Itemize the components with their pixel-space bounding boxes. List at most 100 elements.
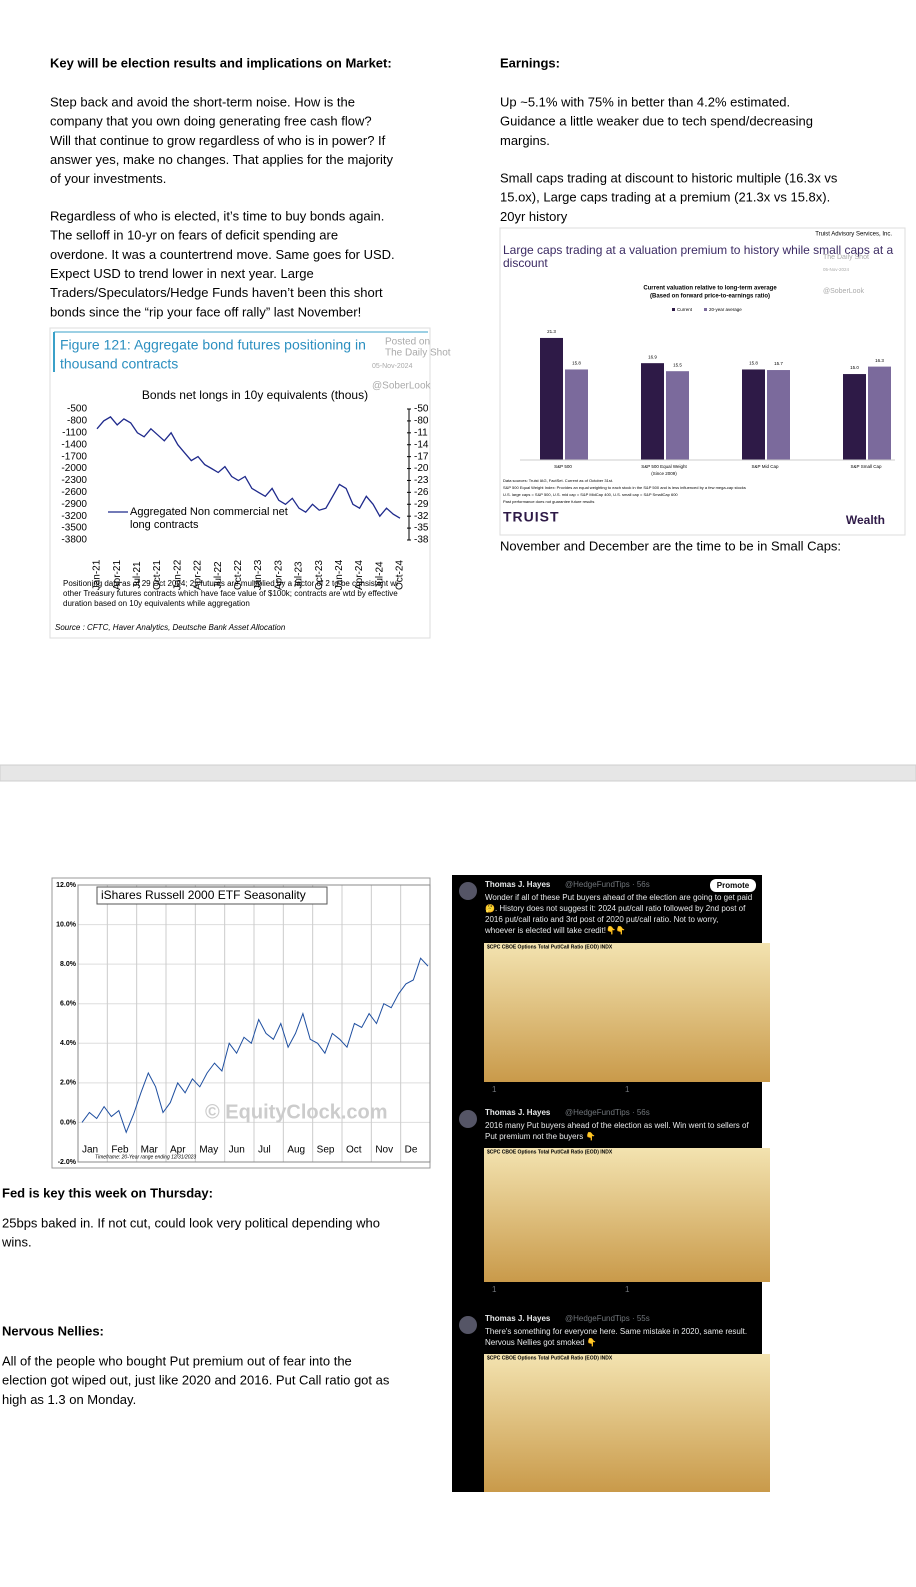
x-tick-label: S&P Small Cap [851, 464, 882, 469]
legend-label: Current [677, 307, 693, 312]
avatar [459, 1110, 477, 1128]
y-tick-label: -20 [414, 463, 429, 474]
data-label: 21.3 [547, 329, 556, 334]
paragraph-line: high as 1.3 on Monday. [2, 1392, 136, 1407]
chart-title: iShares Russell 2000 ETF Seasonality [101, 888, 306, 902]
paragraph-line: election got wiped out, just like 2020 a… [2, 1373, 390, 1388]
y-tick-label: -11 [414, 427, 428, 438]
x-tick-label: Oct-24 [395, 560, 406, 590]
note: duration based on 10y equivalents while … [63, 599, 250, 608]
x-tick-label: Oct-22 [233, 560, 244, 590]
paragraph-line: Step back and avoid the short-term noise… [50, 94, 355, 109]
y-tick-label: 6.0% [60, 1001, 77, 1008]
x-tick-label: Jun [229, 1145, 245, 1156]
timeframe: Timeframe: 20-Year range ending 12/31/20… [95, 1154, 196, 1160]
x-tick-label: Mar [141, 1145, 159, 1156]
heading: Nervous Nellies: [2, 1323, 104, 1338]
x-tick-label: Sep [317, 1145, 335, 1156]
source: Source : CFTC, Haver Analytics, Deutsche… [55, 623, 286, 632]
chart-header: $CPC CBOE Options Total Put/Call Ratio (… [487, 944, 613, 950]
x-tick-label: Feb [111, 1145, 129, 1156]
paragraph-line: Will that continue to grow regardless of… [50, 133, 386, 148]
y-tick-label: -17 [414, 451, 429, 462]
bar [767, 370, 790, 460]
legend-swatch [672, 308, 675, 311]
x-tick-label: Jul [258, 1145, 271, 1156]
x-tick-label: Jan-21 [92, 559, 103, 590]
caption: November and December are the time to be… [500, 538, 841, 553]
promote-button[interactable] [710, 879, 756, 892]
legend-label: long contracts [130, 519, 199, 531]
y-tick-label: -800 [67, 416, 87, 427]
paragraph-line: 25bps baked in. If not cut, could look v… [2, 1215, 380, 1230]
paragraph-line: Up ~5.1% with 75% in better than 4.2% es… [500, 94, 790, 109]
y-tick-label: -2300 [61, 475, 87, 486]
watermark: 05-Nov-2024 [372, 363, 413, 370]
line [81, 957, 429, 1134]
seasonality-frame [51, 877, 431, 1169]
x-tick-label: Jul-23 [294, 561, 305, 589]
x-tick-label: Jan-24 [334, 559, 345, 590]
heading: Earnings: [500, 55, 560, 70]
y-tick-label: -1700 [61, 451, 87, 462]
paragraph-line: wins. [1, 1235, 32, 1250]
paragraph-line: Guidance a little weaker due to tech spe… [500, 114, 813, 129]
paragraph-line: Traders/Speculators/Hedge Funds haven’t … [50, 285, 383, 300]
y-tick-label: 12.0% [56, 882, 77, 889]
bar [641, 363, 664, 460]
bar [666, 371, 689, 460]
figure-title: Large caps trading at a valuation premiu… [503, 243, 894, 257]
tweet-text: There's something for everyone here. Sam… [485, 1327, 747, 1336]
legend-label: Aggregated Non commercial net [130, 506, 288, 518]
bar [868, 366, 891, 460]
paragraph-line: Small caps trading at discount to histor… [500, 170, 838, 185]
x-tick-label: Jan [82, 1145, 98, 1156]
heading: Key will be election results and implica… [50, 55, 392, 70]
x-tick-label: Apr-21 [112, 560, 123, 590]
x-tick-label: Nov [375, 1145, 393, 1156]
footnote: Past performance does not guarantee futu… [503, 499, 594, 504]
x-tick-label: Jul-24 [374, 561, 385, 589]
x-tick-label: Oct-21 [152, 560, 163, 590]
figure-title: Figure 121: Aggregate bond futures posit… [60, 337, 366, 353]
paragraph-line: Regardless of who is elected, it’s time … [50, 208, 384, 223]
x-tick-label: S&P 500 Equal Weight [641, 464, 687, 469]
chart-header: $CPC CBOE Options Total Put/Call Ratio (… [487, 1149, 613, 1155]
data-label: 16.9 [648, 354, 657, 359]
data-label: 15.8 [572, 361, 581, 366]
x-tick-label: Oct [346, 1145, 362, 1156]
y-tick-label: -80 [414, 416, 429, 427]
footnote: S&P 500 Equal Weight Index: Provides an … [503, 485, 746, 490]
chart-title: Bonds net longs in 10y equivalents (thou… [142, 388, 368, 402]
paragraph-line: answer yes, make no changes. That applie… [50, 152, 393, 167]
paragraph-line: bonds since the “rip your face off rally… [50, 304, 361, 319]
paragraph-line: 15.ox), Large caps trading at a premium … [500, 190, 830, 205]
y-tick-label: -32 [414, 511, 429, 522]
paragraph-line: The selloff in 10-yr on fears of deficit… [50, 228, 338, 243]
x-tick-label: Apr-23 [273, 560, 284, 590]
y-tick-label: -26 [414, 487, 429, 498]
data-label: 16.3 [875, 358, 884, 363]
y-tick-label: 0.0% [60, 1119, 77, 1126]
tweet-text: 2016 many Put buyers ahead of the electi… [485, 1121, 749, 1130]
x-tick-label: May [199, 1145, 218, 1156]
paragraph-line: overdone. It was a countertrend move. Sa… [50, 247, 395, 262]
watermark: Posted on [385, 337, 430, 348]
y-tick-label: -3800 [61, 535, 87, 546]
y-tick-label: -29 [414, 499, 429, 510]
y-tick-label: -3500 [61, 523, 87, 534]
tweet-chart [484, 1354, 770, 1492]
y-tick-label: -50 [414, 404, 429, 415]
x-tick-label: Jul-22 [213, 561, 224, 589]
y-tick-label: -38 [414, 535, 429, 546]
legend-swatch [704, 308, 707, 311]
y-tick-label: -23 [414, 475, 429, 486]
y-tick-label: -2600 [61, 487, 87, 498]
like-count: 1 [625, 1285, 630, 1294]
avatar [459, 882, 477, 900]
x-tick-label: Oct-23 [314, 560, 325, 590]
promote-label: Promote [717, 881, 750, 890]
plot-frame [77, 884, 431, 1163]
x-tick-label: Apr [170, 1145, 186, 1156]
